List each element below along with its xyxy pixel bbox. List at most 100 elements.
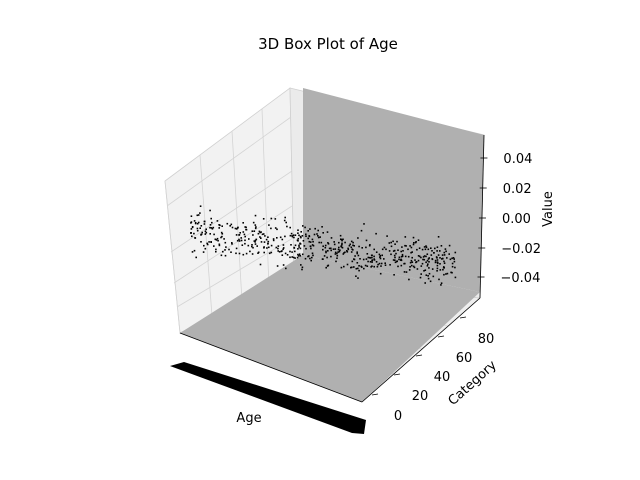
- data-point: [275, 246, 278, 249]
- grid-line-left-h-3: [176, 237, 294, 308]
- data-point: [322, 258, 324, 260]
- data-point: [373, 259, 376, 261]
- data-point: [238, 252, 241, 255]
- data-point: [333, 241, 335, 243]
- data-point: [365, 258, 368, 260]
- data-point: [237, 226, 239, 229]
- data-point: [224, 241, 227, 244]
- data-point: [393, 249, 396, 252]
- data-point: [302, 225, 304, 227]
- data-point: [454, 266, 456, 269]
- grid-line-left-h-2: [173, 205, 293, 284]
- data-point: [235, 234, 238, 236]
- data-point: [451, 265, 454, 268]
- data-point: [255, 238, 258, 241]
- data-point: [350, 266, 352, 269]
- data-point: [239, 232, 241, 234]
- data-point: [270, 251, 273, 254]
- data-point: [436, 270, 438, 272]
- data-point: [308, 235, 311, 238]
- data-point: [191, 226, 194, 229]
- data-point: [392, 250, 395, 252]
- z-tick-label: 0.04: [503, 152, 532, 167]
- data-point: [446, 272, 449, 275]
- data-point: [336, 254, 339, 257]
- data-point: [260, 241, 263, 243]
- data-point: [231, 242, 233, 244]
- data-point: [211, 221, 213, 224]
- data-point: [204, 247, 207, 250]
- data-point: [270, 227, 272, 230]
- data-point: [327, 242, 329, 244]
- data-point: [282, 247, 285, 249]
- data-point: [210, 227, 213, 229]
- data-point: [294, 250, 296, 253]
- data-point: [300, 264, 302, 266]
- data-point: [252, 234, 254, 236]
- data-point: [260, 237, 262, 239]
- grid-line-left-2: [231, 130, 243, 302]
- data-point: [289, 226, 291, 229]
- data-point: [307, 237, 309, 240]
- data-point: [195, 256, 197, 259]
- data-point: [346, 251, 349, 253]
- data-point: [381, 254, 383, 257]
- data-point: [321, 226, 323, 228]
- data-point: [243, 233, 246, 236]
- data-point: [389, 264, 391, 266]
- data-point: [366, 253, 369, 255]
- data-point: [199, 212, 201, 214]
- data-point: [193, 232, 195, 235]
- data-point: [428, 267, 430, 269]
- data-point: [301, 253, 304, 256]
- data-point: [217, 239, 219, 242]
- data-point: [292, 234, 295, 236]
- data-point: [364, 264, 367, 267]
- data-point: [304, 257, 307, 260]
- data-point: [335, 260, 337, 263]
- data-point: [451, 271, 453, 274]
- data-point: [204, 230, 207, 233]
- data-point: [425, 245, 427, 247]
- data-point: [218, 244, 221, 247]
- z-tick-label: −0.02: [501, 242, 541, 257]
- data-point: [242, 222, 244, 224]
- data-point: [361, 266, 363, 268]
- data-point: [300, 231, 302, 233]
- data-point: [305, 235, 307, 237]
- data-point: [289, 234, 292, 237]
- data-point: [423, 246, 426, 248]
- data-point: [311, 238, 314, 241]
- data-point: [236, 239, 239, 242]
- data-point: [430, 247, 432, 249]
- data-point: [359, 258, 361, 260]
- data-point: [268, 252, 271, 255]
- data-point: [247, 244, 250, 247]
- data-point: [350, 240, 353, 243]
- data-point: [330, 247, 332, 250]
- data-point: [373, 265, 375, 268]
- data-point: [431, 268, 434, 270]
- grid-line-left-3: [261, 108, 270, 288]
- data-point: [340, 238, 343, 241]
- data-point: [337, 251, 339, 253]
- data-point: [248, 238, 250, 240]
- data-point: [431, 258, 433, 260]
- data-point: [282, 248, 284, 251]
- data-point: [441, 257, 444, 260]
- data-point: [352, 241, 354, 244]
- data-point: [362, 258, 365, 261]
- data-point: [398, 256, 401, 259]
- data-point: [215, 248, 217, 251]
- data-point: [277, 245, 280, 247]
- data-point: [190, 228, 193, 230]
- data-point: [291, 251, 293, 253]
- data-point: [443, 254, 446, 256]
- data-point: [354, 255, 356, 257]
- data-point: [338, 241, 340, 244]
- data-point: [209, 233, 211, 235]
- data-point: [297, 229, 299, 231]
- data-point: [281, 254, 284, 256]
- data-point: [336, 252, 338, 255]
- data-point: [440, 245, 443, 247]
